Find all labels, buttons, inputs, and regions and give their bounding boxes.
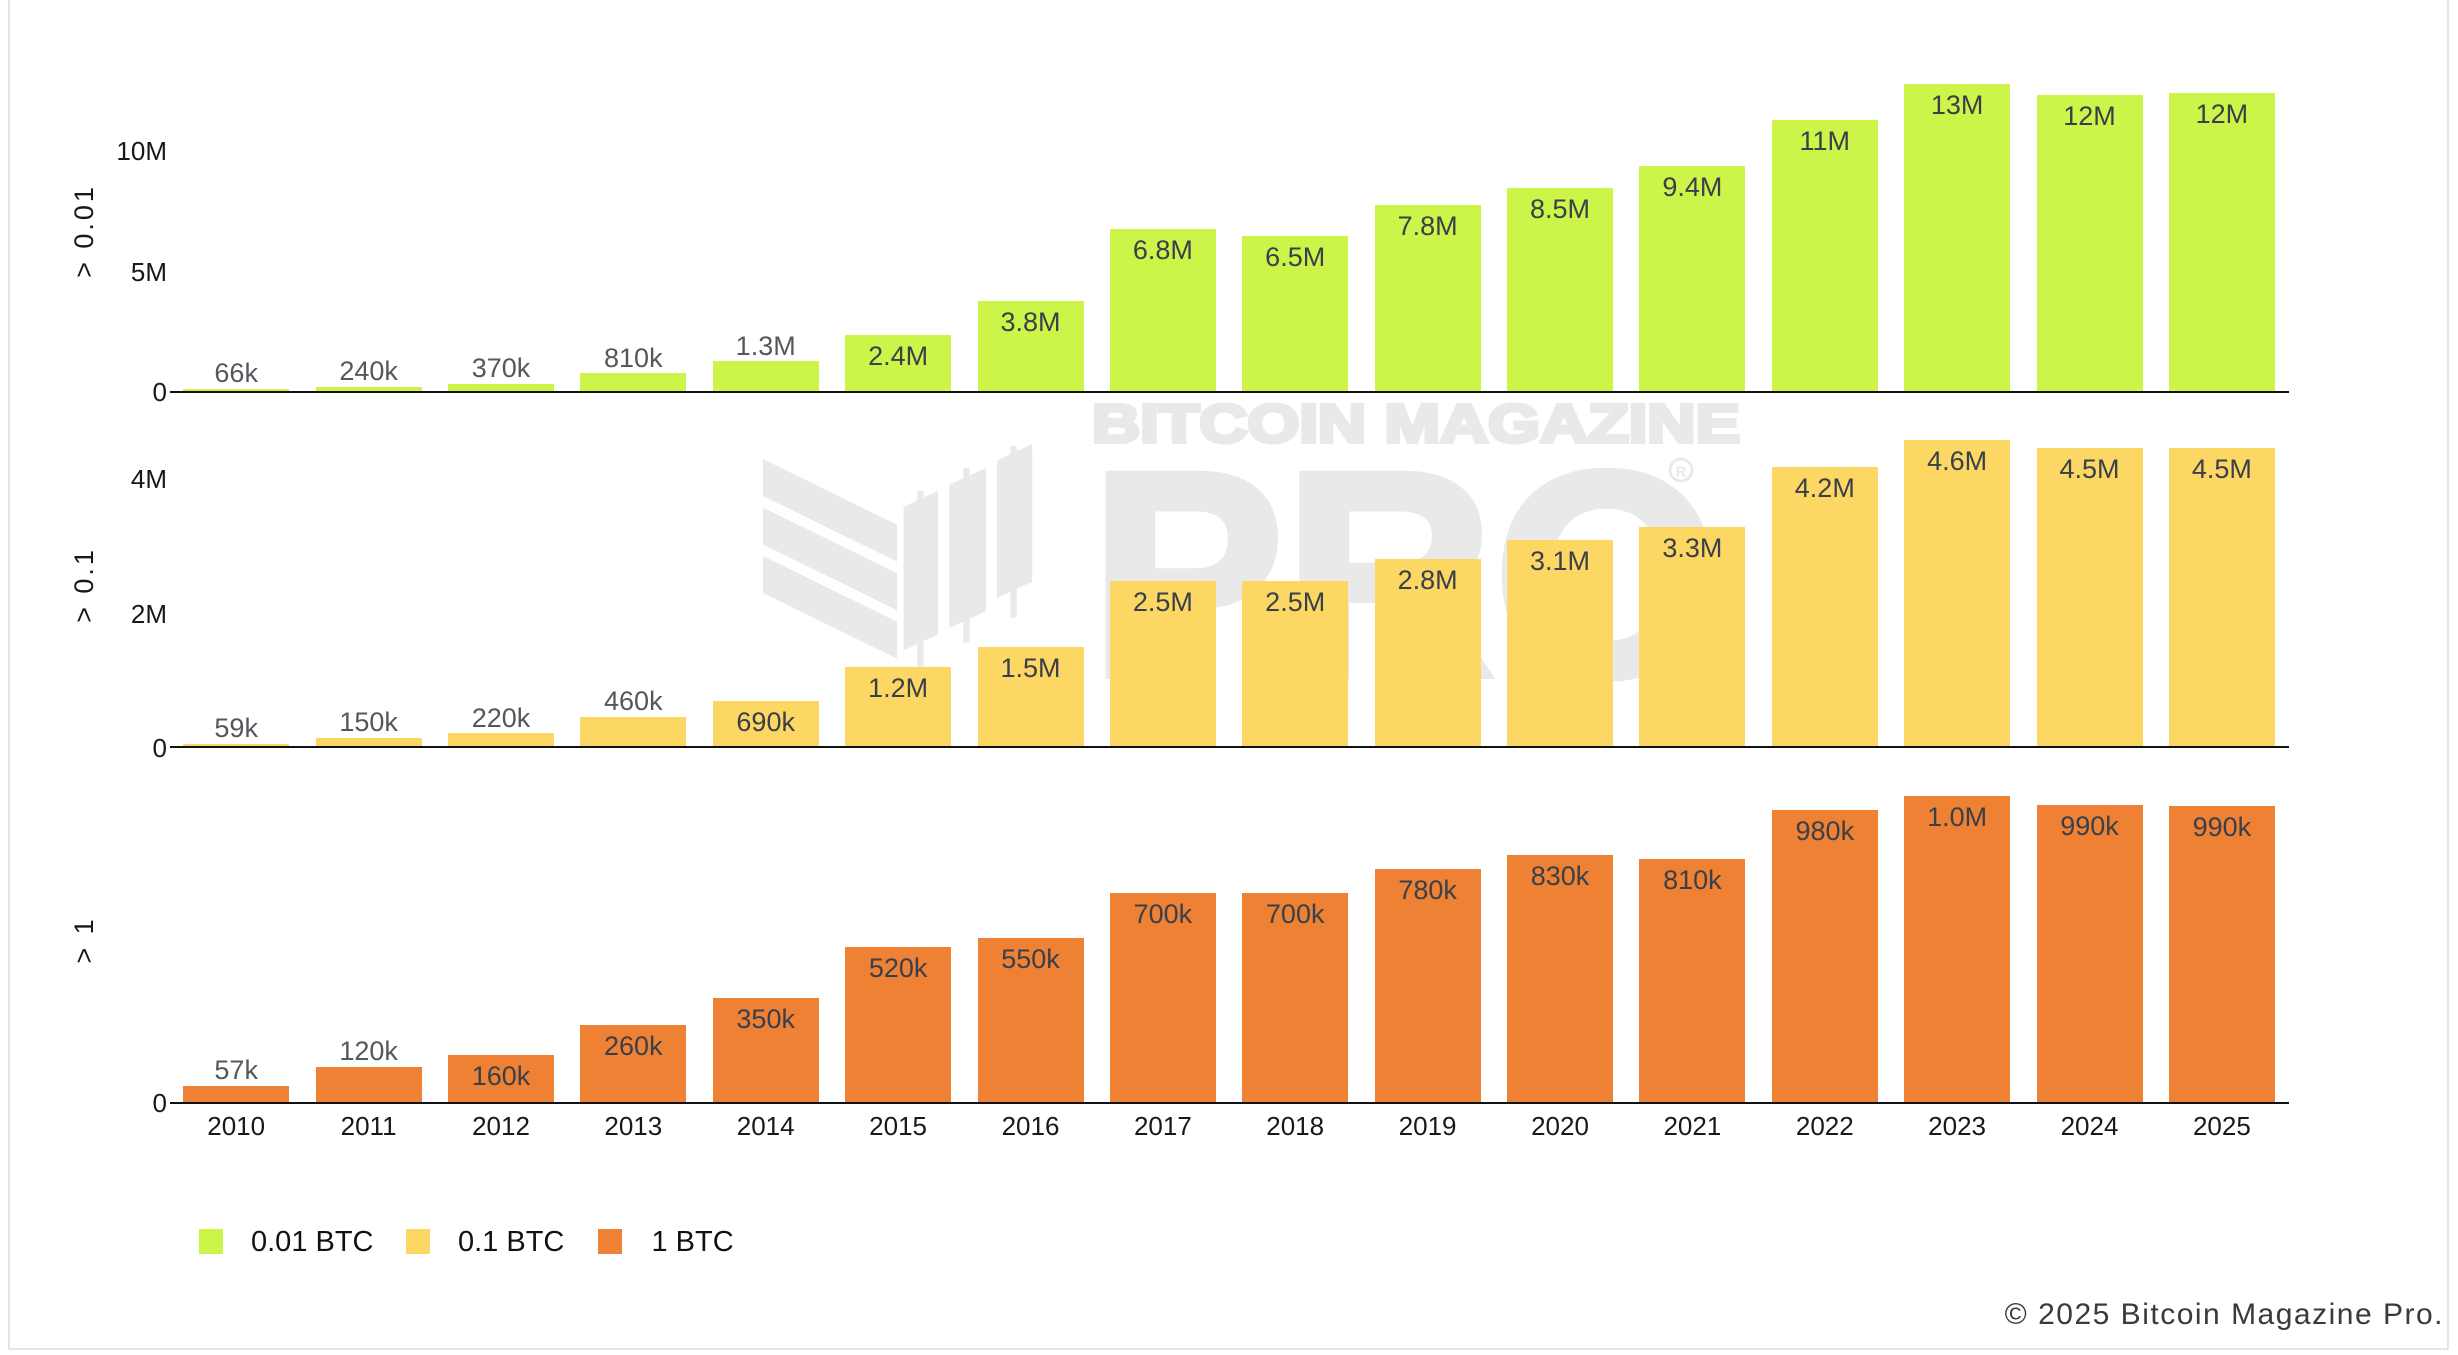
svg-text:BITCOIN MAGAZINE: BITCOIN MAGAZINE <box>1092 394 1740 454</box>
svg-text:R: R <box>1676 464 1687 481</box>
